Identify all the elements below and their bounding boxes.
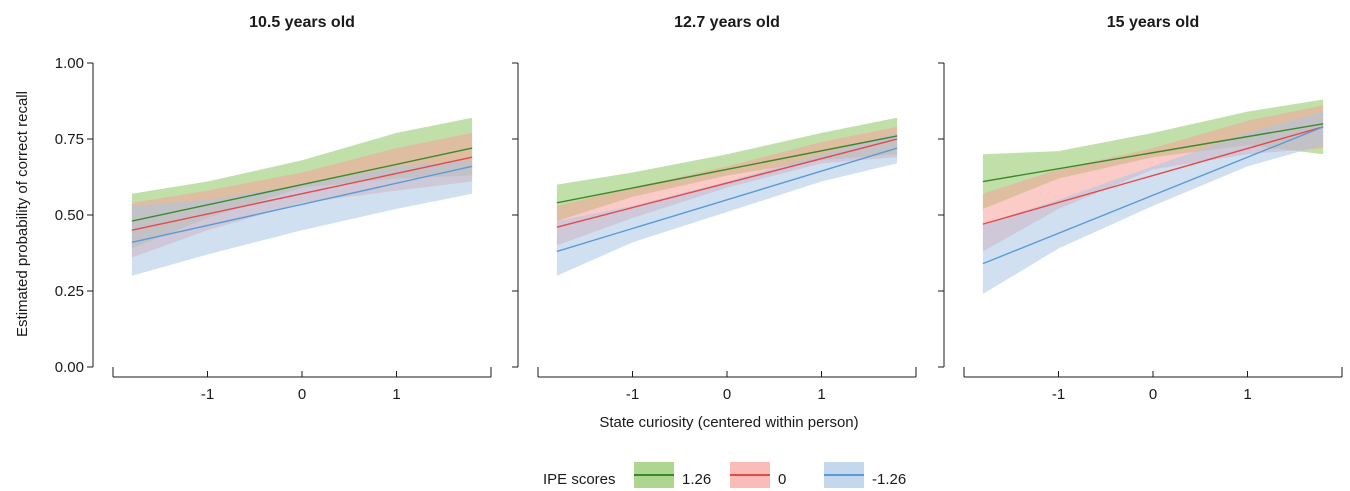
y-tick-label: 0.00 xyxy=(55,359,84,376)
panel-title: 10.5 years old xyxy=(249,14,355,31)
legend-item-neg-1-26: -1.26 xyxy=(824,462,906,488)
y-tick-label: 1.00 xyxy=(55,55,84,72)
line-1-26 xyxy=(982,123,1324,183)
y-tick-label: 0.75 xyxy=(55,131,84,148)
panel-2: 12.7 years old -1 0 1 xyxy=(512,14,917,403)
line-neg-1-26 xyxy=(131,165,473,244)
legend-label-0: 0 xyxy=(778,471,786,488)
x-tick-label: -1 xyxy=(626,386,639,403)
line-0 xyxy=(556,138,898,228)
line-0 xyxy=(131,156,473,231)
x-tick-label: 1 xyxy=(817,386,825,403)
legend-item-1-26: 1.26 xyxy=(634,462,711,488)
line-1-26 xyxy=(131,147,473,222)
x-tick-label: 1 xyxy=(1243,386,1251,403)
x-tick-label: -1 xyxy=(201,386,214,403)
x-tick-label: 0 xyxy=(298,386,306,403)
y-tick-label: 0.25 xyxy=(55,283,84,300)
panel-title: 15 years old xyxy=(1107,14,1200,31)
legend-item-0: 0 xyxy=(730,462,786,488)
line-neg-1-26 xyxy=(982,126,1324,265)
legend-title: IPE scores xyxy=(543,471,616,488)
legend-label-neg-1-26: -1.26 xyxy=(872,471,906,488)
line-neg-1-26 xyxy=(556,147,898,253)
line-1-26 xyxy=(556,135,898,204)
panel-1: 10.5 years old 0.00 0.25 0.50 0.75 1.00 -1 0 1 xyxy=(55,14,492,403)
x-axis-label: State curiosity (centered within person) xyxy=(599,414,858,431)
legend-label-1-26: 1.26 xyxy=(682,471,711,488)
legend: IPE scores 1.26 0 -1.26 xyxy=(543,462,906,488)
band-neg-1-26 xyxy=(131,160,473,276)
x-tick-label: 1 xyxy=(392,386,400,403)
panel-title: 12.7 years old xyxy=(674,14,780,31)
band-neg-1-26 xyxy=(556,132,898,276)
panel-3: 15 years old -1 0 1 xyxy=(938,14,1343,403)
y-axis-label: Estimated probability of correct recall xyxy=(14,91,31,337)
band-neg-1-26 xyxy=(982,111,1324,295)
y-tick-label: 0.50 xyxy=(55,207,84,224)
line-0 xyxy=(982,126,1324,225)
x-tick-label: 0 xyxy=(723,386,731,403)
x-tick-label: 0 xyxy=(1149,386,1157,403)
x-tick-label: -1 xyxy=(1052,386,1065,403)
